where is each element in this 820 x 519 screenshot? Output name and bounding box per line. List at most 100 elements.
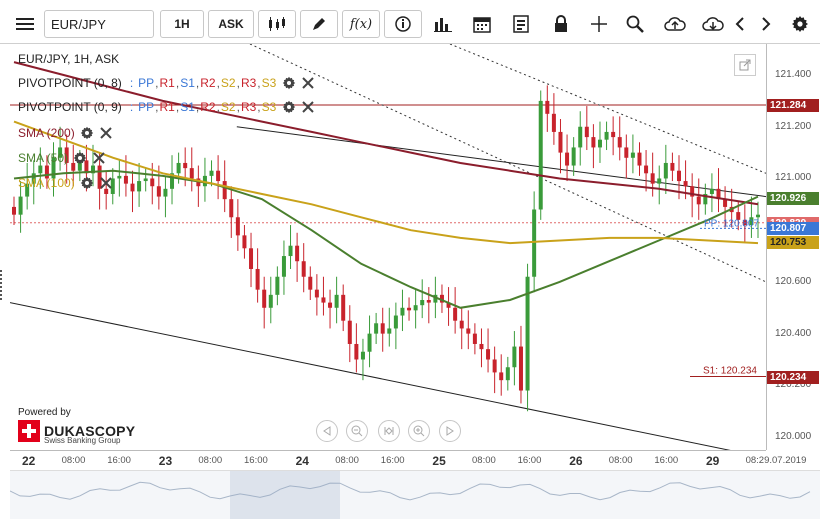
download-button[interactable] xyxy=(698,10,728,38)
day-label: 29 xyxy=(706,454,720,468)
nav-forward-button[interactable] xyxy=(439,420,461,442)
scroll-right-button[interactable] xyxy=(754,10,778,38)
draw-button[interactable] xyxy=(300,10,338,38)
upload-icon xyxy=(664,17,686,31)
close-icon[interactable] xyxy=(99,126,113,140)
zoom-out-button[interactable] xyxy=(346,420,368,442)
info-button[interactable] xyxy=(384,10,422,38)
gear-icon[interactable] xyxy=(282,100,296,114)
legend-sma200: SMA (200) xyxy=(18,126,113,140)
pivot-level-r2: R2 xyxy=(200,76,216,90)
close-icon[interactable] xyxy=(92,151,106,165)
popout-button[interactable] xyxy=(734,54,756,76)
candle-body xyxy=(275,276,280,295)
close-icon[interactable] xyxy=(301,76,315,90)
candle-body xyxy=(18,196,23,215)
report-button[interactable] xyxy=(506,10,536,38)
candle-body xyxy=(571,147,576,166)
candle-body xyxy=(400,307,405,316)
candle-body xyxy=(472,333,477,344)
candle-body xyxy=(117,175,122,179)
symbol-selector[interactable]: EUR/JPY xyxy=(44,10,154,38)
navigator-window[interactable] xyxy=(230,471,340,519)
pivot1-name: PIVOTPOINT (0, 8) xyxy=(18,76,122,90)
price-tick-label: 120.400 xyxy=(775,327,812,339)
candle-body xyxy=(143,178,148,182)
upload-button[interactable] xyxy=(660,10,690,38)
sma-line xyxy=(13,169,759,309)
sma200-name: SMA (200) xyxy=(18,126,75,140)
candle-body xyxy=(110,178,115,194)
close-icon[interactable] xyxy=(301,100,315,114)
candle-body xyxy=(189,168,194,179)
price-tag: 121.284 xyxy=(767,99,819,113)
lock-button[interactable] xyxy=(546,10,576,38)
candle-body xyxy=(130,183,135,192)
candle-body xyxy=(150,178,155,187)
channel-line xyxy=(449,44,766,174)
candle-body xyxy=(637,152,642,166)
zoom-in-button[interactable] xyxy=(408,420,430,442)
candle-body xyxy=(466,328,471,334)
candle-body xyxy=(597,139,602,148)
navigator-strip[interactable] xyxy=(9,470,820,519)
candle-body xyxy=(209,170,214,176)
candle-body xyxy=(71,162,76,171)
calendar-button[interactable] xyxy=(466,10,498,38)
chart-canvas[interactable]: S1: 120.234 PP: 120.807 xyxy=(10,44,766,450)
candle-body xyxy=(663,162,668,179)
timeframe-selector[interactable]: 1H xyxy=(160,10,204,38)
nav-back-button[interactable] xyxy=(316,420,338,442)
level-comma: , xyxy=(216,76,220,90)
gear-icon[interactable] xyxy=(73,151,87,165)
candle-body xyxy=(709,188,714,194)
candle-body xyxy=(749,217,754,226)
candle-body xyxy=(360,351,365,360)
candle-body xyxy=(374,323,379,334)
volume-button[interactable] xyxy=(428,10,458,38)
level-comma: , xyxy=(195,100,200,114)
chart-type-button[interactable] xyxy=(258,10,296,38)
level-comma: , xyxy=(236,100,240,114)
price-side-selector[interactable]: ASK xyxy=(208,10,254,38)
timeframe-label: 1H xyxy=(174,17,190,31)
day-label: 23 xyxy=(158,454,173,468)
indicators-button[interactable]: f(x) xyxy=(342,10,380,38)
pivot2-name: PIVOTPOINT (0, 9) xyxy=(18,100,122,114)
crosshair-button[interactable] xyxy=(584,10,614,38)
level-comma: , xyxy=(257,100,261,114)
company-name: DUKASCOPY xyxy=(44,423,136,439)
candle-body xyxy=(525,276,530,391)
close-icon[interactable] xyxy=(99,176,113,190)
price-tag: 120.753 xyxy=(767,236,819,250)
candle-body xyxy=(736,212,741,220)
fit-button[interactable] xyxy=(378,420,400,442)
gear-icon[interactable] xyxy=(80,176,94,190)
candle-body xyxy=(657,178,662,184)
gear-icon[interactable] xyxy=(282,76,296,90)
price-axis[interactable]: 121.400121.200121.000120.800120.600120.4… xyxy=(766,44,820,450)
price-tick-label: 121.000 xyxy=(775,172,812,184)
pivot-separator: : xyxy=(129,76,134,90)
candle-body xyxy=(644,165,649,174)
candle-body xyxy=(538,100,543,210)
scroll-left-button[interactable] xyxy=(728,10,752,38)
chevron-left-icon xyxy=(735,17,744,31)
price-chart[interactable]: S1: 120.234 PP: 120.807 xyxy=(10,44,766,450)
level-comma: , xyxy=(195,76,200,90)
swiss-cross-icon xyxy=(18,420,40,442)
day-label: 24 xyxy=(295,454,309,468)
gear-icon[interactable] xyxy=(80,126,94,140)
candle-body xyxy=(742,219,747,226)
candle-body xyxy=(51,157,56,179)
candle-body xyxy=(170,173,175,189)
time-label: 16:00 xyxy=(107,455,131,466)
candle-body xyxy=(545,100,550,114)
menu-button[interactable] xyxy=(10,10,40,38)
s1-annotation: S1: 120.234 xyxy=(703,366,757,377)
navigator-chart xyxy=(9,471,811,519)
chevron-right-icon xyxy=(762,17,771,31)
zoom-button[interactable] xyxy=(620,10,650,38)
time-axis[interactable]: 22 08:00 16:00 23 08:00 16:00 24 08:00 16:00 25 08… xyxy=(10,450,806,470)
settings-button[interactable] xyxy=(786,10,814,38)
